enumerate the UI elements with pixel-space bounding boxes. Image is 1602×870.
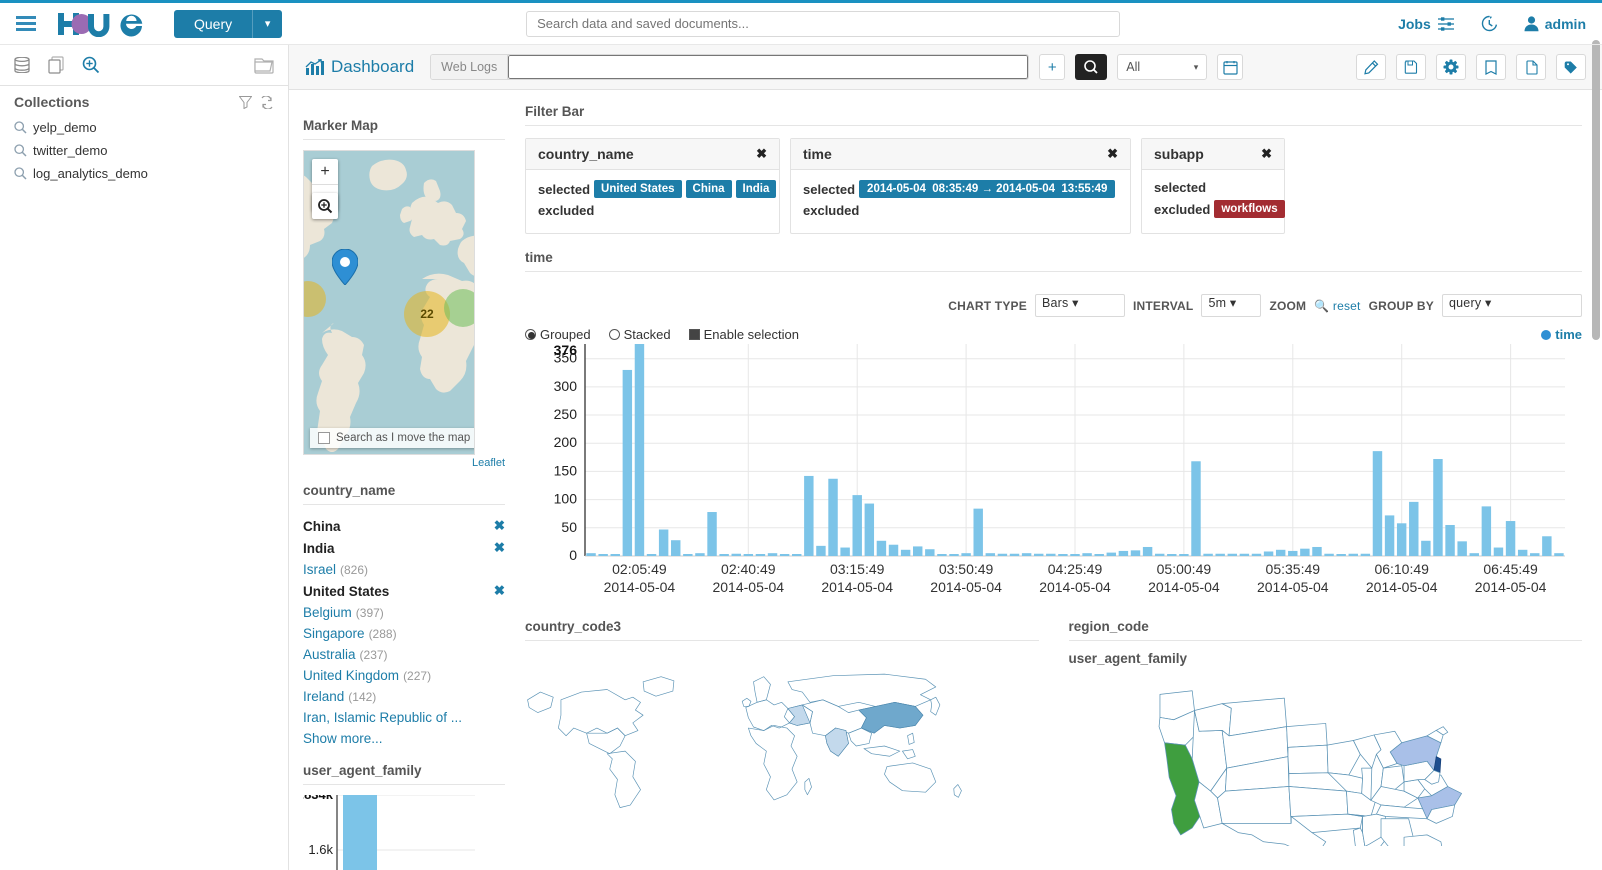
svg-text:2014-05-04: 2014-05-04 bbox=[1148, 579, 1220, 595]
svg-text:2014-05-04: 2014-05-04 bbox=[1475, 579, 1547, 595]
svg-text:100: 100 bbox=[554, 491, 578, 507]
svg-text:06:10:49: 06:10:49 bbox=[1374, 561, 1429, 577]
svg-text:02:05:49: 02:05:49 bbox=[612, 561, 667, 577]
svg-text:05:35:49: 05:35:49 bbox=[1266, 561, 1321, 577]
svg-text:02:40:49: 02:40:49 bbox=[721, 561, 776, 577]
svg-text:2014-05-04: 2014-05-04 bbox=[1039, 579, 1111, 595]
svg-text:04:25:49: 04:25:49 bbox=[1048, 561, 1103, 577]
svg-text:06:45:49: 06:45:49 bbox=[1483, 561, 1538, 577]
svg-text:200: 200 bbox=[554, 434, 578, 450]
svg-text:05:00:49: 05:00:49 bbox=[1157, 561, 1212, 577]
svg-text:2014-05-04: 2014-05-04 bbox=[1257, 579, 1329, 595]
svg-text:0: 0 bbox=[569, 547, 577, 563]
svg-text:300: 300 bbox=[554, 378, 578, 394]
svg-text:1.834k: 1.834k bbox=[303, 795, 334, 802]
svg-text:150: 150 bbox=[554, 462, 578, 478]
svg-text:250: 250 bbox=[554, 406, 578, 422]
svg-text:2014-05-04: 2014-05-04 bbox=[930, 579, 1002, 595]
svg-text:2014-05-04: 2014-05-04 bbox=[712, 579, 784, 595]
svg-text:2014-05-04: 2014-05-04 bbox=[821, 579, 893, 595]
svg-text:03:50:49: 03:50:49 bbox=[939, 561, 994, 577]
svg-text:2014-05-04: 2014-05-04 bbox=[604, 579, 676, 595]
svg-text:50: 50 bbox=[561, 519, 577, 535]
svg-text:1.6k: 1.6k bbox=[308, 842, 333, 857]
svg-text:376: 376 bbox=[554, 344, 578, 358]
svg-text:03:15:49: 03:15:49 bbox=[830, 561, 885, 577]
svg-text:2014-05-04: 2014-05-04 bbox=[1366, 579, 1438, 595]
